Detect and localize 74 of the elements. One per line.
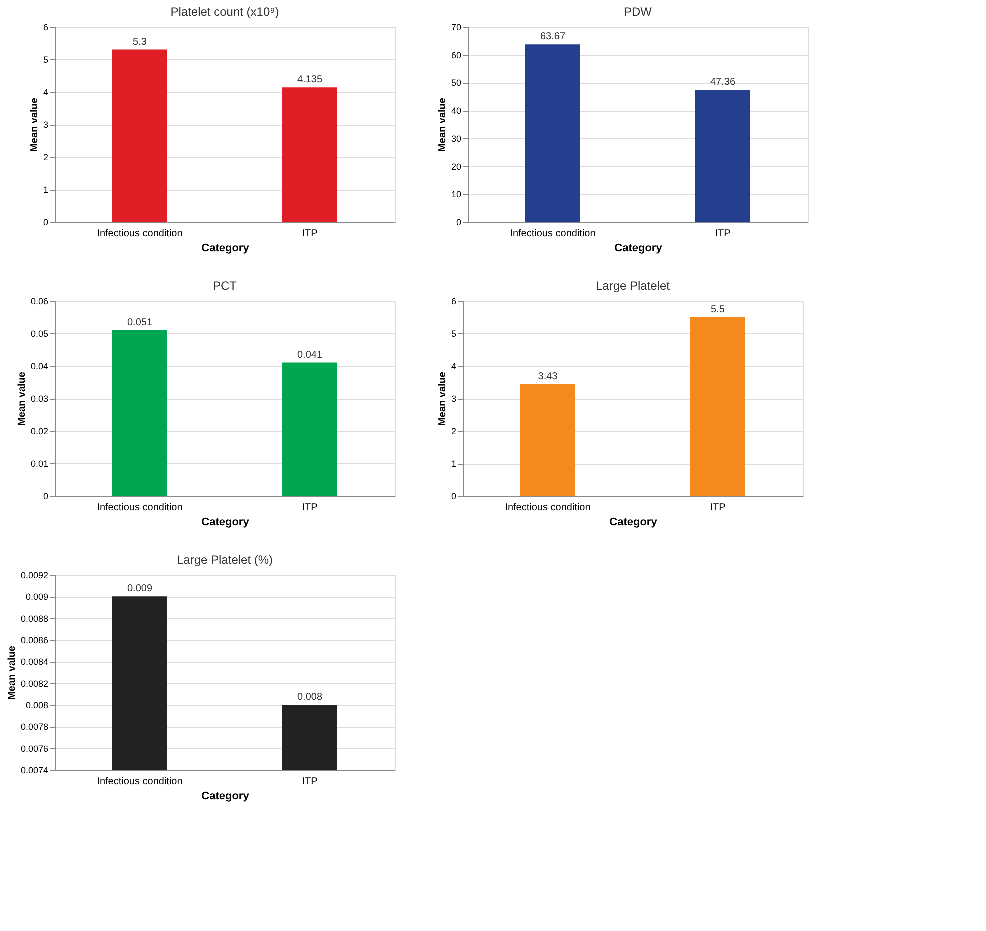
y-axis-title: Mean value	[29, 98, 40, 152]
x-axis-title: Category	[610, 516, 658, 528]
y-tick-label: 0.0078	[20, 722, 48, 732]
y-tick-label: 6	[451, 296, 456, 306]
y-tick-label: 0.06	[30, 296, 48, 306]
y-axis-title: Mean value	[437, 98, 448, 152]
x-axis-title: Category	[202, 790, 250, 802]
y-tick-label: 0.02	[30, 426, 48, 436]
y-tick-label: 60	[451, 50, 462, 60]
y-tick-label: 0.0092	[20, 570, 48, 580]
data-label: 5.5	[711, 304, 726, 316]
y-tick-label: 30	[451, 134, 462, 144]
y-axis-title: Mean value	[437, 372, 448, 426]
x-tick-label: Infectious condition	[97, 776, 183, 788]
y-tick-label: 70	[451, 22, 462, 32]
y-tick-label: 0	[43, 492, 48, 502]
y-tick-label: 5	[43, 55, 48, 65]
x-tick-label: ITP	[715, 228, 732, 240]
y-tick-label: 3	[451, 394, 456, 404]
y-axis-title: Mean value	[6, 646, 18, 700]
data-label: 63.67	[540, 32, 566, 43]
data-label: 3.43	[538, 372, 558, 383]
y-tick-label: 0.0082	[20, 678, 48, 689]
y-tick-label: 3	[43, 120, 48, 130]
y-tick-label: 0.0084	[20, 657, 48, 668]
y-tick-label: 0.03	[30, 394, 48, 404]
chart-title: Platelet count (x10⁹)	[170, 5, 280, 19]
y-tick-label: 20	[451, 162, 462, 172]
data-label: 0.009	[127, 584, 153, 595]
x-axis-title: Category	[614, 242, 664, 254]
x-tick-label: Infectious condition	[510, 228, 596, 240]
y-tick-label: 40	[451, 106, 462, 116]
y-tick-label: 1	[451, 459, 456, 469]
y-tick-label: 0.009	[26, 592, 48, 602]
x-tick-label: Infectious condition	[97, 228, 183, 240]
x-tick-label: ITP	[302, 502, 318, 514]
x-tick-label: Infectious condition	[97, 502, 183, 514]
data-label: 5.3	[133, 36, 148, 48]
y-tick-label: 4	[451, 362, 456, 372]
chart-title: PDW	[624, 5, 653, 19]
x-tick-label: Infectious condition	[505, 502, 591, 514]
y-tick-label: 1	[43, 185, 48, 195]
y-tick-label: 0.008	[26, 700, 48, 710]
y-tick-label: 0.01	[30, 459, 48, 469]
y-tick-label: 2	[43, 152, 48, 162]
y-tick-label: 10	[451, 190, 462, 200]
data-label: 0.041	[297, 350, 323, 361]
y-tick-label: 0.0088	[20, 614, 48, 624]
y-tick-label: 6	[43, 22, 48, 32]
y-tick-label: 5	[451, 329, 456, 339]
data-label: 0.008	[297, 692, 323, 703]
chart-title: Large Platelet	[596, 279, 671, 293]
y-tick-label: 0.05	[30, 329, 48, 339]
data-label: 0.051	[127, 317, 153, 328]
y-tick-label: 0.04	[30, 362, 48, 372]
data-label: 47.36	[710, 77, 736, 88]
y-tick-label: 0.0086	[20, 636, 48, 646]
y-tick-label: 0	[451, 492, 456, 502]
y-tick-label: 50	[451, 78, 462, 88]
y-tick-label: 0.0076	[20, 744, 48, 754]
y-tick-label: 4	[43, 88, 48, 98]
chart-title: Large Platelet (%)	[176, 553, 274, 567]
x-tick-label: ITP	[710, 502, 726, 514]
data-label: 4.135	[297, 74, 323, 86]
x-tick-label: ITP	[302, 776, 318, 788]
chart-title: PCT	[213, 279, 238, 293]
y-axis-title: Mean value	[16, 372, 28, 426]
y-tick-label: 0	[456, 218, 462, 228]
y-tick-label: 2	[451, 426, 456, 436]
y-tick-label: 0.0074	[20, 766, 48, 776]
x-tick-label: ITP	[302, 228, 318, 240]
y-tick-label: 0	[43, 218, 48, 228]
x-axis-title: Category	[202, 516, 250, 528]
x-axis-title: Category	[202, 242, 250, 254]
